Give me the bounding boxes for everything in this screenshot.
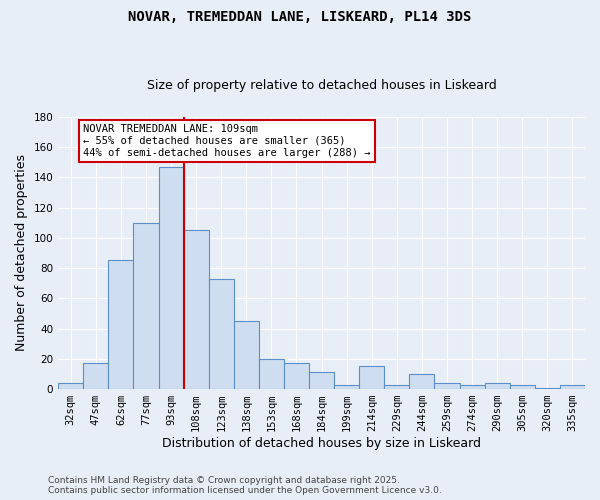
Bar — [209, 278, 234, 389]
Text: NOVAR TREMEDDAN LANE: 109sqm
← 55% of detached houses are smaller (365)
44% of s: NOVAR TREMEDDAN LANE: 109sqm ← 55% of de… — [83, 124, 371, 158]
Text: Contains HM Land Registry data © Crown copyright and database right 2025.
Contai: Contains HM Land Registry data © Crown c… — [48, 476, 442, 495]
Bar — [184, 230, 209, 389]
Bar — [334, 384, 359, 389]
X-axis label: Distribution of detached houses by size in Liskeard: Distribution of detached houses by size … — [162, 437, 481, 450]
Bar — [109, 260, 133, 389]
Bar — [158, 166, 184, 389]
Bar — [409, 374, 434, 389]
Bar — [133, 222, 158, 389]
Bar — [460, 384, 485, 389]
Y-axis label: Number of detached properties: Number of detached properties — [15, 154, 28, 352]
Title: Size of property relative to detached houses in Liskeard: Size of property relative to detached ho… — [147, 79, 496, 92]
Bar — [58, 383, 83, 389]
Bar — [309, 372, 334, 389]
Bar — [234, 321, 259, 389]
Bar — [385, 384, 409, 389]
Text: NOVAR, TREMEDDAN LANE, LISKEARD, PL14 3DS: NOVAR, TREMEDDAN LANE, LISKEARD, PL14 3D… — [128, 10, 472, 24]
Bar — [434, 383, 460, 389]
Bar — [485, 383, 510, 389]
Bar — [284, 364, 309, 389]
Bar — [83, 364, 109, 389]
Bar — [359, 366, 385, 389]
Bar — [510, 384, 535, 389]
Bar — [560, 384, 585, 389]
Bar — [259, 359, 284, 389]
Bar — [535, 388, 560, 389]
